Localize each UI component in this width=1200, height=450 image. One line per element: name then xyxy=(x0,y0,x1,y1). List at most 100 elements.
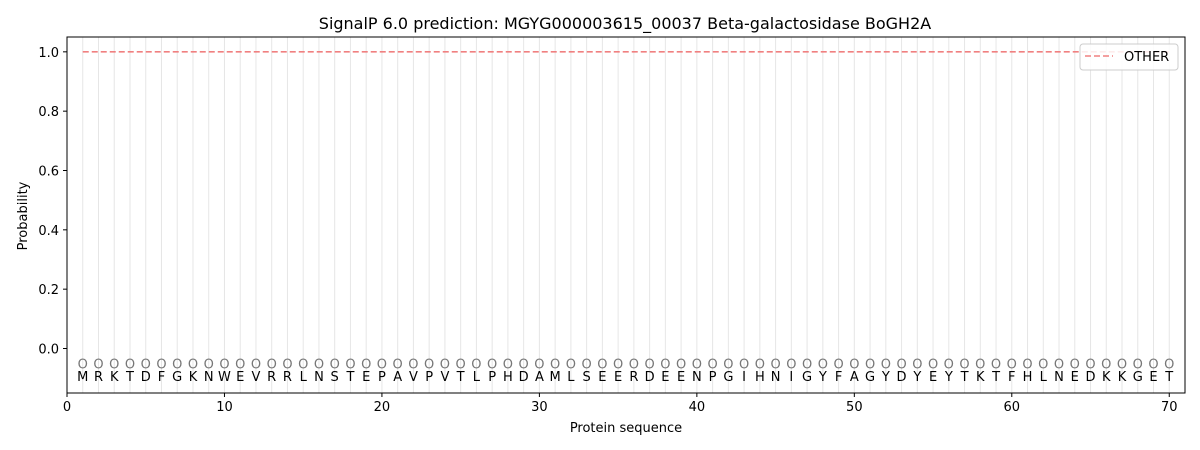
region-label: O xyxy=(393,357,403,372)
residue-label: T xyxy=(1164,370,1173,385)
residue-label: V xyxy=(252,370,261,385)
residue-label: L xyxy=(473,370,481,385)
region-label: O xyxy=(471,357,481,372)
residue-label: T xyxy=(991,370,1000,385)
y-tick-label: 0.0 xyxy=(38,343,59,358)
region-label: O xyxy=(739,357,749,372)
residue-label: S xyxy=(583,370,591,385)
residue-label: M xyxy=(550,370,561,385)
residue-label: K xyxy=(189,370,198,385)
residue-label: D xyxy=(1086,370,1096,385)
region-label: O xyxy=(629,357,639,372)
residue-label: F xyxy=(835,370,842,385)
plot-area xyxy=(66,36,1186,394)
region-label: O xyxy=(188,357,198,372)
region-label: O xyxy=(1085,357,1095,372)
residue-label: K xyxy=(976,370,985,385)
residue-label: F xyxy=(158,370,165,385)
residue-label: K xyxy=(1118,370,1127,385)
residue-label: S xyxy=(331,370,339,385)
residue-label: E xyxy=(661,370,669,385)
y-tick-label: 0.2 xyxy=(38,283,59,298)
residue-label: H xyxy=(503,370,513,385)
region-label: O xyxy=(833,357,843,372)
residue-label: T xyxy=(960,370,969,385)
residue-label: K xyxy=(1102,370,1111,385)
residue-label: Y xyxy=(912,370,921,385)
residue-label: R xyxy=(94,370,103,385)
region-label: O xyxy=(487,357,497,372)
region-label: O xyxy=(204,357,214,372)
region-label: O xyxy=(1022,357,1032,372)
region-label: O xyxy=(219,357,229,372)
region-label: O xyxy=(959,357,969,372)
residue-label: I xyxy=(789,370,793,385)
y-axis: 0.0 0.2 0.4 0.6 0.8 1.0 xyxy=(38,46,67,358)
grid xyxy=(82,37,1170,393)
residue-label: D xyxy=(141,370,151,385)
region-label: O xyxy=(93,357,103,372)
x-tick-label: 40 xyxy=(689,400,706,415)
x-tick-label: 20 xyxy=(374,400,391,415)
residue-label: R xyxy=(267,370,276,385)
region-label: O xyxy=(456,357,466,372)
legend-label: OTHER xyxy=(1124,50,1169,65)
x-axis-label: Protein sequence xyxy=(570,421,682,436)
residue-label: A xyxy=(535,370,544,385)
region-label: O xyxy=(282,357,292,372)
region-label: O xyxy=(802,357,812,372)
residue-label: Y xyxy=(944,370,953,385)
residue-label: Y xyxy=(881,370,890,385)
region-label: O xyxy=(156,357,166,372)
region-label: O xyxy=(1148,357,1158,372)
x-tick-label: 60 xyxy=(1004,400,1021,415)
region-label: O xyxy=(550,357,560,372)
residue-label: E xyxy=(614,370,622,385)
residue-label: E xyxy=(929,370,937,385)
residue-label: L xyxy=(567,370,575,385)
region-label: O xyxy=(534,357,544,372)
chart-title: SignalP 6.0 prediction: MGYG000003615_00… xyxy=(319,14,931,34)
residue-label: L xyxy=(300,370,308,385)
region-label: O xyxy=(298,357,308,372)
y-axis-label: Probability xyxy=(16,181,31,250)
residue-label: T xyxy=(125,370,134,385)
region-label: O xyxy=(755,357,765,372)
residue-label: E xyxy=(1071,370,1079,385)
region-label: O xyxy=(440,357,450,372)
region-label: O xyxy=(928,357,938,372)
residue-label: T xyxy=(345,370,354,385)
region-label: O xyxy=(707,357,717,372)
region-label: O xyxy=(770,357,780,372)
residue-label: G xyxy=(802,370,812,385)
y-tick-label: 0.8 xyxy=(38,105,59,120)
residue-label: G xyxy=(172,370,182,385)
residue-label: M xyxy=(77,370,88,385)
region-label: O xyxy=(660,357,670,372)
residue-label: E xyxy=(1149,370,1157,385)
residue-label: N xyxy=(692,370,702,385)
legend-box xyxy=(1079,43,1179,71)
region-label: O xyxy=(975,357,985,372)
region-label: O xyxy=(109,357,119,372)
region-label: O xyxy=(582,357,592,372)
y-tick-label: 0.4 xyxy=(38,224,59,239)
residue-label: T xyxy=(456,370,465,385)
region-label: O xyxy=(1007,357,1017,372)
region-label: O xyxy=(1164,357,1174,372)
region-label: O xyxy=(503,357,513,372)
region-label: O xyxy=(141,357,151,372)
region-label: O xyxy=(78,357,88,372)
residue-label: F xyxy=(1008,370,1015,385)
residue-label: V xyxy=(440,370,449,385)
region-label: O xyxy=(1070,357,1080,372)
region-label: O xyxy=(1117,357,1127,372)
y-tick-label: 0.6 xyxy=(38,165,59,180)
region-label: O xyxy=(786,357,796,372)
residue-label: P xyxy=(488,370,496,385)
region-label: O xyxy=(849,357,859,372)
residue-label: D xyxy=(897,370,907,385)
